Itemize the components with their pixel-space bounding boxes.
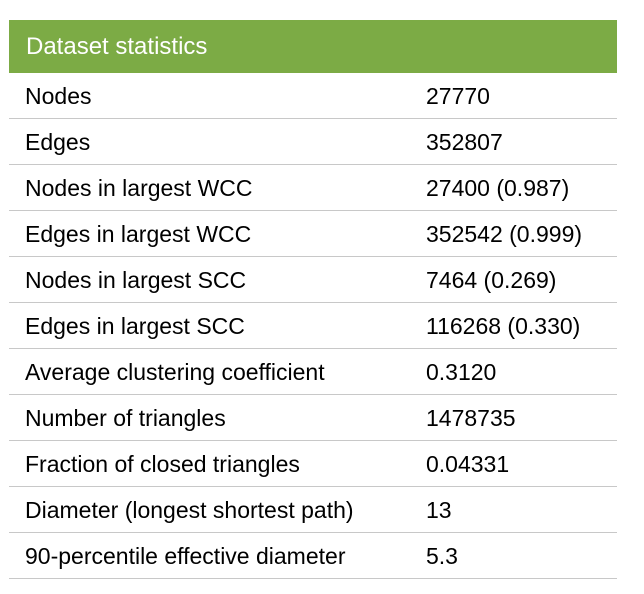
table-row: Fraction of closed triangles 0.04331 xyxy=(9,440,617,487)
stat-value: 1478735 xyxy=(412,394,617,441)
stat-label: Diameter (longest shortest path) xyxy=(9,486,412,533)
stat-label: Nodes in largest SCC xyxy=(9,256,412,303)
dataset-statistics-table: Dataset statistics Nodes 27770 Edges 352… xyxy=(9,20,617,579)
table-row: Nodes in largest SCC 7464 (0.269) xyxy=(9,256,617,303)
stat-label: Nodes in largest WCC xyxy=(9,164,412,211)
stat-label: Edges in largest WCC xyxy=(9,210,412,257)
table-row: Edges 352807 xyxy=(9,118,617,165)
table-row: Edges in largest SCC 116268 (0.330) xyxy=(9,302,617,349)
stat-value: 27400 (0.987) xyxy=(412,164,617,211)
stat-label: Fraction of closed triangles xyxy=(9,440,412,487)
stat-value: 7464 (0.269) xyxy=(412,256,617,303)
stat-value: 352807 xyxy=(412,118,617,165)
table-header-row: Dataset statistics xyxy=(9,20,617,73)
stat-value: 352542 (0.999) xyxy=(412,210,617,257)
stat-value: 0.3120 xyxy=(412,348,617,395)
stat-label: Edges in largest SCC xyxy=(9,302,412,349)
table-row: Nodes in largest WCC 27400 (0.987) xyxy=(9,164,617,211)
table-row: 90-percentile effective diameter 5.3 xyxy=(9,532,617,579)
table-title: Dataset statistics xyxy=(9,20,617,73)
stat-value: 27770 xyxy=(412,73,617,119)
stat-value: 0.04331 xyxy=(412,440,617,487)
stat-label: Nodes xyxy=(9,73,412,119)
table-row: Nodes 27770 xyxy=(9,73,617,119)
stat-label: 90-percentile effective diameter xyxy=(9,532,412,579)
stat-label: Edges xyxy=(9,118,412,165)
table-row: Number of triangles 1478735 xyxy=(9,394,617,441)
table-row: Diameter (longest shortest path) 13 xyxy=(9,486,617,533)
table-row: Average clustering coefficient 0.3120 xyxy=(9,348,617,395)
table-row: Edges in largest WCC 352542 (0.999) xyxy=(9,210,617,257)
stat-label: Number of triangles xyxy=(9,394,412,441)
stat-value: 13 xyxy=(412,486,617,533)
stat-value: 5.3 xyxy=(412,532,617,579)
stat-label: Average clustering coefficient xyxy=(9,348,412,395)
stat-value: 116268 (0.330) xyxy=(412,302,617,349)
